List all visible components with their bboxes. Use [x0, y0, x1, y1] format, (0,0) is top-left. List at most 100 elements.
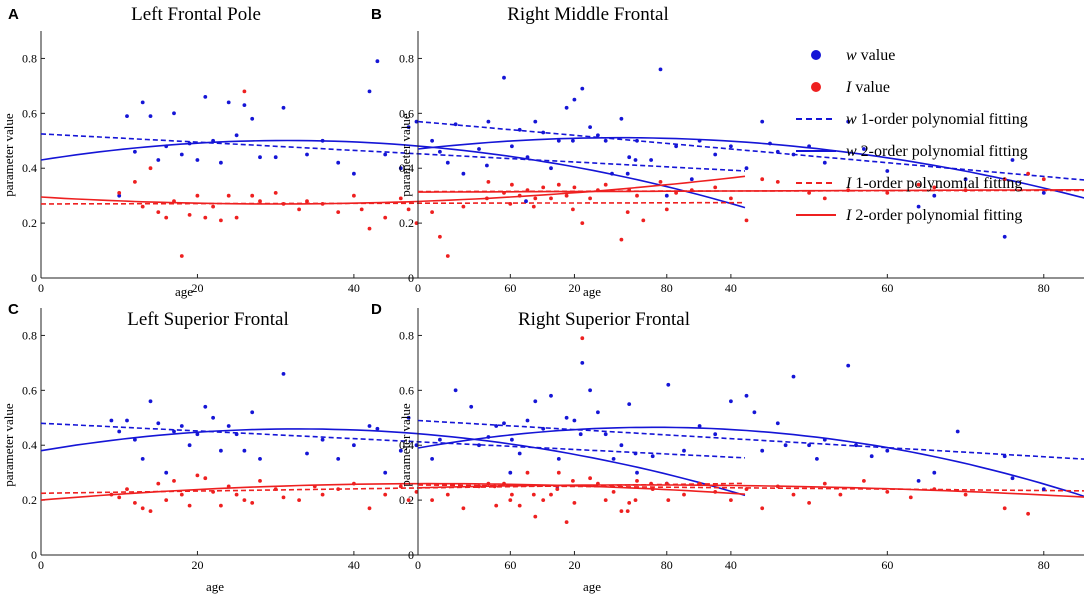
- w-value-point: [1041, 191, 1046, 195]
- i-value-point: [729, 498, 733, 502]
- i-value-point: [352, 481, 356, 486]
- w-value-point: [627, 402, 632, 406]
- x-tick-label: 40: [725, 281, 737, 295]
- w-value-point: [846, 363, 851, 368]
- i-value-point: [414, 490, 419, 494]
- w-value-point: [148, 399, 153, 404]
- i-value-point: [258, 199, 262, 204]
- i-value-point: [572, 501, 577, 505]
- w-value-point: [556, 138, 561, 143]
- y-tick-label: 0.6: [22, 106, 37, 120]
- i-value-point: [775, 484, 780, 489]
- i-value-point: [508, 498, 513, 502]
- i-value-point: [234, 215, 239, 220]
- w-value-point: [633, 158, 638, 162]
- w-value-point: [211, 415, 216, 420]
- w-value-point: [461, 171, 466, 176]
- w-value-point: [305, 451, 309, 456]
- i-value-point: [619, 509, 624, 513]
- panel-letter: C: [8, 301, 19, 318]
- w-value-point: [502, 421, 506, 426]
- i-value-point: [195, 473, 200, 478]
- panel-title: Left Superior Frontal: [127, 309, 288, 330]
- i-value-point: [438, 234, 442, 239]
- w-value-point: [578, 432, 583, 437]
- w-linear-fit-line: [40, 422, 746, 459]
- i-value-point: [297, 207, 301, 212]
- i-value-point: [281, 495, 286, 500]
- i-value-point: [549, 196, 553, 201]
- w-value-point: [682, 448, 686, 453]
- w-value-point: [375, 426, 380, 431]
- w-quadratic-fit-line: [40, 139, 746, 209]
- i-value-point: [556, 182, 561, 187]
- i-value-point: [635, 479, 639, 483]
- i-value-point: [1026, 171, 1030, 176]
- i-value-point: [517, 503, 522, 508]
- panel-letter: B: [371, 6, 382, 23]
- w-value-point: [133, 437, 137, 442]
- w-value-point: [580, 86, 585, 91]
- w-value-point: [603, 138, 608, 143]
- x-tick-label: 0: [415, 281, 421, 295]
- y-tick-label: 0: [31, 271, 37, 285]
- w-value-point: [486, 435, 491, 439]
- w-value-point: [477, 147, 481, 151]
- y-tick-label: 0.4: [399, 438, 414, 452]
- panel-letter: D: [371, 301, 382, 318]
- i-linear-fit-line: [417, 484, 1084, 492]
- i-value-point: [664, 207, 669, 212]
- w-value-point: [414, 119, 419, 124]
- i-value-point: [367, 226, 372, 231]
- w-value-point: [164, 144, 169, 149]
- i-value-point: [461, 506, 466, 511]
- w-value-point: [517, 127, 522, 132]
- w-linear-fit-line: [417, 419, 1084, 460]
- i-value-point: [430, 210, 434, 215]
- i-value-point: [156, 481, 161, 486]
- w-value-point: [869, 454, 874, 459]
- i-value-point: [775, 180, 780, 184]
- w-value-point: [752, 410, 757, 415]
- w-value-point: [650, 454, 655, 459]
- w-value-point: [932, 470, 937, 475]
- w-value-point: [697, 138, 702, 143]
- w-value-point: [510, 437, 514, 442]
- w-value-point: [242, 103, 247, 107]
- i-value-point: [571, 207, 575, 212]
- i-value-point: [211, 204, 216, 209]
- legend-dot-marker: [811, 50, 821, 60]
- w-value-point: [963, 177, 968, 182]
- w-value-point: [430, 138, 434, 143]
- i-value-point: [932, 185, 937, 190]
- i-value-point: [760, 506, 765, 511]
- i-value-point: [164, 215, 169, 220]
- i-value-point: [625, 210, 630, 215]
- i-value-point: [838, 492, 843, 497]
- w-value-point: [807, 443, 811, 448]
- w-value-point: [211, 138, 216, 143]
- i-value-point: [916, 182, 921, 187]
- w-value-point: [525, 155, 530, 160]
- y-tick-label: 0: [408, 271, 414, 285]
- w-value-point: [775, 149, 780, 154]
- i-value-point: [674, 191, 678, 195]
- w-value-point: [453, 388, 458, 393]
- w-value-point: [172, 111, 176, 116]
- y-axis-label: parameter value: [398, 113, 413, 197]
- i-value-point: [117, 495, 122, 500]
- i-value-point: [250, 501, 255, 505]
- legend-label: w value: [846, 47, 895, 64]
- w-value-point: [564, 415, 569, 420]
- i-value-point: [564, 520, 569, 524]
- w-value-point: [367, 89, 372, 94]
- i-value-point: [572, 185, 577, 190]
- i-value-point: [320, 202, 325, 206]
- w-value-point: [729, 144, 733, 149]
- x-tick-label: 60: [881, 281, 893, 295]
- w-value-point: [633, 451, 638, 456]
- i-value-point: [367, 506, 372, 511]
- w-value-point: [596, 410, 600, 415]
- w-value-point: [533, 399, 538, 404]
- w-value-point: [352, 171, 356, 176]
